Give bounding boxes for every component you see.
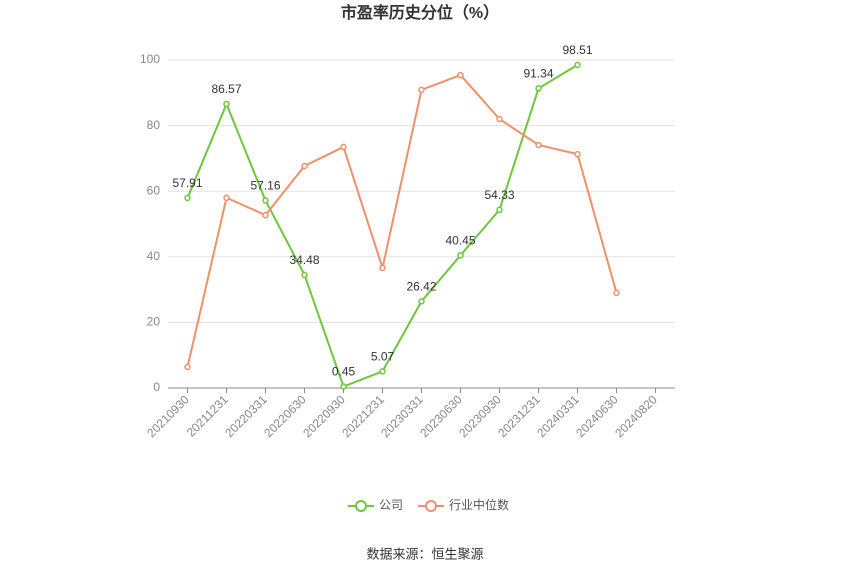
data-label: 0.45: [332, 365, 356, 379]
data-label: 5.07: [371, 350, 395, 364]
legend-marker: [425, 500, 437, 512]
data-label: 91.34: [523, 67, 553, 81]
point: [340, 143, 347, 151]
x-tick-label: 20210930: [144, 392, 192, 440]
legend-label: 公司: [379, 498, 403, 512]
point: [301, 271, 308, 279]
data-label: 54.33: [484, 188, 514, 202]
series-line: [186, 64, 579, 388]
data-label: 34.48: [289, 253, 319, 267]
point: [613, 289, 620, 297]
series-line: [186, 73, 618, 368]
point: [418, 86, 425, 94]
point: [301, 162, 308, 170]
source-note: 数据来源：恒生聚源: [366, 546, 483, 561]
point: [379, 368, 386, 375]
legend-label: 行业中位数: [449, 497, 509, 512]
data-label: 57.16: [250, 179, 280, 193]
point: [574, 61, 581, 69]
point: [262, 211, 269, 219]
y-tick-label: 80: [147, 118, 161, 132]
point: [535, 141, 542, 149]
data-label: 26.42: [406, 280, 436, 294]
point: [535, 85, 542, 92]
data-label: 40.45: [445, 233, 475, 247]
legend-marker: [355, 500, 367, 512]
data-label: 57.91: [172, 176, 202, 190]
data-label: 86.57: [211, 82, 241, 96]
point: [340, 383, 347, 390]
y-tick-label: 0: [153, 380, 160, 394]
point: [379, 264, 386, 272]
point: [262, 197, 269, 204]
point: [184, 194, 191, 202]
point: [496, 115, 503, 123]
y-tick-label: 60: [147, 183, 161, 197]
point: [184, 363, 191, 371]
point: [457, 71, 464, 79]
point: [457, 252, 464, 259]
point: [496, 206, 503, 214]
chart-title: 市盈率历史分位（%）: [341, 3, 499, 22]
point: [574, 150, 581, 158]
point: [223, 100, 230, 108]
y-tick-label: 20: [147, 315, 161, 329]
point: [223, 194, 230, 202]
point: [418, 298, 425, 305]
y-tick-label: 40: [147, 249, 161, 263]
data-label: 98.51: [562, 43, 592, 57]
y-tick-label: 100: [140, 52, 160, 66]
x-tick-label: 20240820: [612, 392, 660, 440]
